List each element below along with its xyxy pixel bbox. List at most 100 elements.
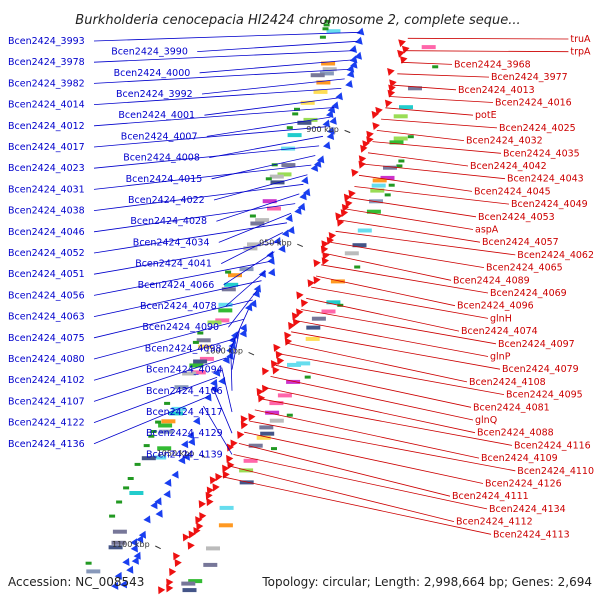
forward-gene-arrow [253,284,261,293]
right-gene-label: Bcen2424_4096 [457,301,534,312]
reverse-gene-arrow [326,236,334,245]
reverse-gene-arrow [212,483,220,492]
rna-feature-block [148,434,155,438]
left-label-connector [206,116,331,137]
tick-mark [248,351,255,356]
feature-block [129,491,144,495]
reverse-gene-arrow [222,464,230,473]
right-gene-label: Bcen2424_4057 [482,237,559,248]
forward-gene-arrow [354,51,362,60]
reverse-gene-arrow [341,203,350,212]
reverse-gene-arrow [388,84,396,93]
forward-gene-arrow [252,289,260,298]
right-gene-label: Bcen2424_4109 [481,453,558,464]
left-label-connector [93,107,335,127]
forward-gene-arrow [294,206,302,215]
forward-gene-arrow [222,355,230,364]
feature-block [287,362,301,367]
reverse-gene-arrow [158,586,166,595]
forward-gene-arrow [273,237,281,245]
feature-block [86,569,101,574]
reverse-gene-arrow [262,384,270,393]
forward-gene-arrow [111,581,119,590]
right-label-connector [249,420,516,472]
feature-block [389,140,404,145]
feature-block [277,393,292,398]
left-gene-label: Bcen2424_4107 [8,396,85,407]
tick-label: 950 kbp [259,239,292,248]
left-label-connector [221,367,233,413]
right-gene-label: Bcen2424_4035 [503,148,580,159]
forward-gene-arrow [281,229,290,238]
forward-gene-arrow [181,440,189,449]
left-label-connector [93,88,342,105]
forward-gene-arrow [130,538,138,547]
forward-gene-arrow [228,335,236,344]
forward-gene-arrow [155,509,163,518]
reverse-gene-arrow [288,321,296,330]
right-label-connector [335,230,516,256]
left-gene-label: Bcen2424_4075 [8,333,85,344]
rna-feature-block [292,112,299,116]
forward-gene-arrow [193,416,201,425]
feature-block [380,175,395,180]
right-label-connector [311,286,489,319]
right-label-connector [270,376,474,421]
right-label-connector [393,84,457,91]
feature-block [383,165,397,170]
right-label-connector [340,219,481,243]
forward-gene-arrow [187,437,196,446]
forward-gene-arrow [245,303,253,312]
feature-block [352,243,367,248]
reverse-gene-arrow [205,491,213,500]
right-gene-label: Bcen2424_4079 [502,364,579,375]
right-label-connector [400,61,453,65]
left-gene-label: Bcen2424_4136 [8,439,85,450]
tick-mark [297,243,303,248]
feature-block [286,379,301,384]
feature-block [269,401,284,406]
right-label-connector [349,197,477,218]
rna-feature-block [294,107,300,111]
feature-block [311,316,326,321]
reverse-gene-arrow [240,421,248,430]
right-gene-label: truA [570,34,591,45]
feature-block [370,188,385,193]
feature-block [259,425,274,430]
right-gene-label: Bcen2424_4062 [517,250,594,261]
reverse-gene-arrow [227,461,235,470]
feature-block [357,228,372,233]
right-gene-label: Bcen2424_4126 [485,479,562,490]
left-label-connector [204,97,338,116]
feature-block [181,581,196,586]
right-gene-label: Bcen2424_4134 [489,504,566,515]
left-gene-label: Bcen2424_4038 [8,206,85,217]
rna-feature-block [323,23,330,27]
left-gene-label: Bcen2424_4008 [123,153,200,164]
right-label-connector [376,130,465,141]
feature-block [218,523,233,528]
feature-block [193,359,208,364]
right-gene-label: Bcen2424_4081 [473,402,550,413]
reverse-gene-arrow [173,552,181,561]
right-label-connector [291,331,501,370]
right-label-connector [330,242,485,268]
reverse-gene-arrow [196,522,204,531]
left-gene-label: Bcen2424_4078 [140,301,217,312]
rna-feature-block [123,486,130,490]
reverse-gene-arrow [398,39,406,48]
forward-gene-arrow [301,176,309,185]
left-label-connector [93,396,209,445]
feature-block [111,540,126,545]
reverse-gene-arrow [321,257,329,266]
right-label-connector [296,320,489,357]
reverse-gene-arrow [292,318,301,327]
reverse-gene-arrow [397,49,405,58]
left-label-connector [93,280,262,317]
reverse-gene-arrow [296,291,304,300]
feature-block [269,174,284,179]
rna-feature-block [286,413,293,417]
forward-gene-arrow [133,551,141,560]
left-label-connector [209,135,324,158]
left-gene-label: Bcen2424_4041 [135,259,212,270]
